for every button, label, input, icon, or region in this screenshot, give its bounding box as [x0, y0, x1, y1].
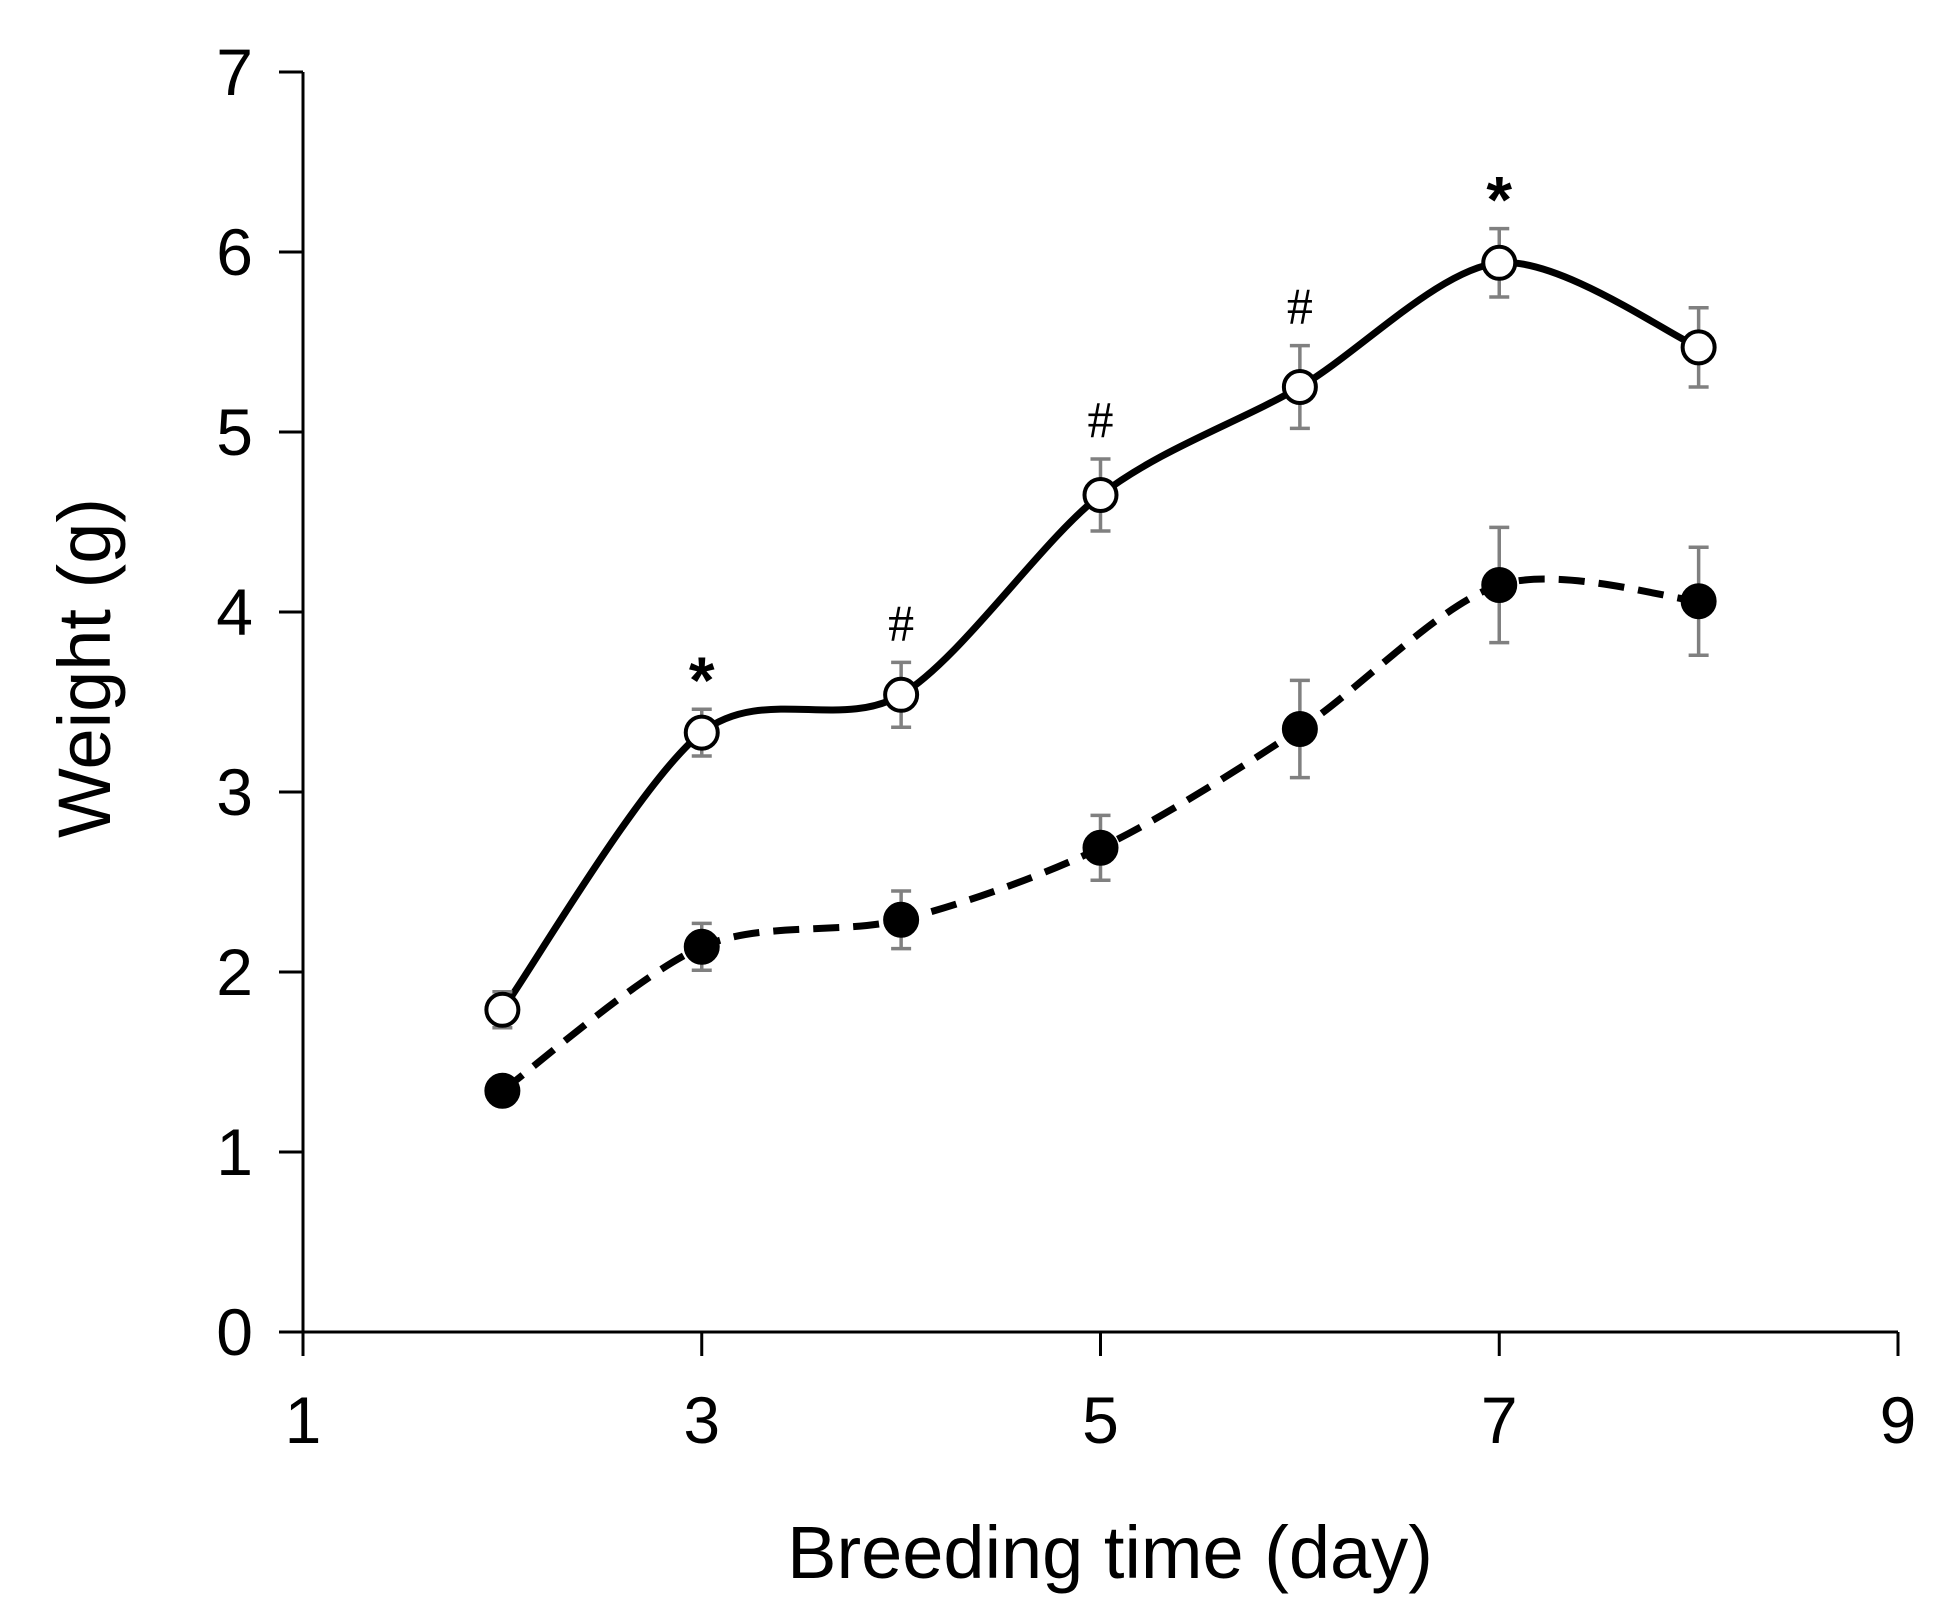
data-point-filled — [683, 928, 720, 965]
x-tick-label: 1 — [285, 1383, 322, 1457]
significance-star: * — [1486, 163, 1512, 237]
x-tick-label: 9 — [1880, 1383, 1917, 1457]
data-point-open — [1680, 329, 1717, 366]
data-point-open — [883, 676, 920, 713]
error-bars — [492, 226, 1709, 1030]
data-point-open — [1082, 477, 1119, 513]
series-lines — [499, 259, 1701, 1094]
data-points — [484, 244, 1717, 1109]
series-line-solid — [499, 259, 1701, 1012]
significance-hash: # — [1287, 279, 1313, 336]
x-tick-label: 5 — [1082, 1383, 1119, 1457]
x-tick-label: 7 — [1481, 1383, 1518, 1457]
data-point-filled — [484, 1072, 521, 1109]
y-tick-label: 5 — [216, 395, 253, 469]
significance-annotations: * # # # * — [689, 163, 1513, 718]
data-point-filled — [1082, 829, 1119, 866]
data-point-open — [1281, 369, 1318, 405]
x-axis-title: Breeding time (day) — [787, 1511, 1433, 1594]
y-tick-label: 2 — [216, 935, 253, 1009]
x-tick-label: 3 — [683, 1383, 720, 1457]
significance-hash: # — [888, 595, 914, 652]
data-point-filled — [1281, 711, 1318, 747]
y-tick-label: 0 — [216, 1295, 253, 1369]
data-point-filled — [883, 901, 920, 938]
y-tick-label: 3 — [216, 755, 253, 829]
data-point-filled — [1481, 567, 1518, 603]
data-point-open — [484, 991, 521, 1028]
y-tick-label: 1 — [216, 1115, 253, 1189]
significance-star: * — [689, 643, 715, 717]
data-point-filled — [1680, 583, 1717, 620]
data-point-open — [1481, 244, 1518, 281]
y-tick-label: 7 — [216, 35, 253, 109]
significance-hash: # — [1088, 392, 1114, 449]
y-tick-label: 6 — [216, 215, 253, 289]
y-tick-label: 4 — [216, 575, 253, 649]
y-axis-title: Weight (g) — [43, 498, 126, 838]
data-point-open — [683, 714, 720, 751]
